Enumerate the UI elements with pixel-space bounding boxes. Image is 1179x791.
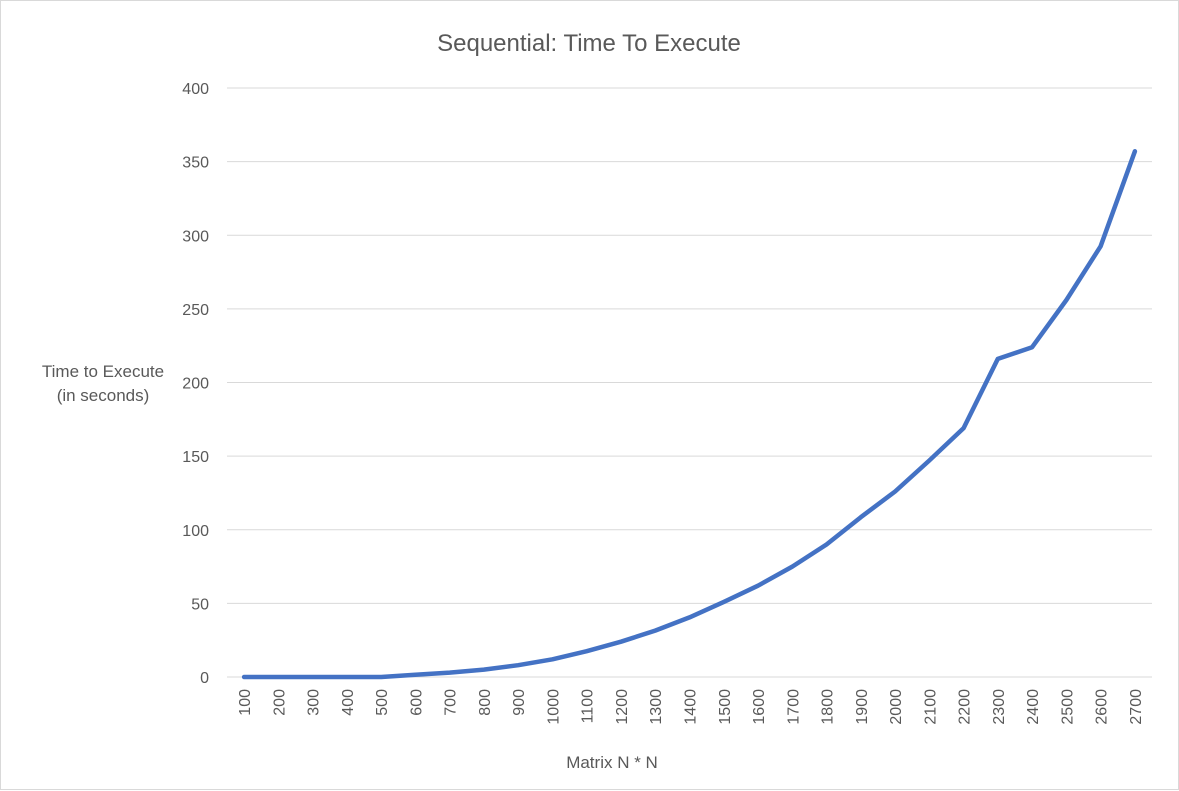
x-tick-label: 1200 [614,689,631,725]
x-tick-label: 500 [374,689,391,716]
x-axis-ticks: 100 200 300 400 500 600 700 800 900 1000 1100 1200 1… [237,689,1145,725]
x-tick-label: 1300 [648,689,665,725]
x-tick-label: 2000 [888,689,905,725]
x-tick-label: 100 [237,689,254,716]
y-tick-label: 200 [182,376,209,393]
series-line-0 [244,151,1135,677]
y-tick-label: 350 [182,155,209,172]
x-tick-label: 300 [306,689,323,716]
x-tick-label: 1900 [854,689,871,725]
gridlines [227,88,1152,677]
x-tick-label: 2600 [1094,689,1111,725]
y-tick-label: 100 [182,523,209,540]
x-tick-label: 200 [271,689,288,716]
chart-title: Sequential: Time To Execute [437,30,741,57]
x-tick-label: 1500 [717,689,734,725]
y-axis-label-line-2: (in seconds) [57,386,150,405]
x-tick-label: 1100 [580,689,597,724]
x-tick-label: 600 [408,689,425,716]
y-tick-label: 250 [182,302,209,319]
x-tick-label: 2400 [1025,689,1042,725]
x-tick-label: 2500 [1059,689,1076,725]
x-tick-label: 2700 [1128,689,1145,725]
y-axis-label-line-1: Time to Execute [42,362,164,381]
x-tick-label: 2300 [991,689,1008,725]
y-axis-ticks: 0 50 100 150 200 250 300 350 400 [182,81,209,687]
x-tick-label: 700 [443,689,460,716]
x-tick-label: 2100 [922,689,939,725]
y-tick-label: 400 [182,81,209,98]
y-tick-label: 50 [191,596,209,613]
x-tick-label: 900 [511,689,528,716]
y-tick-label: 0 [200,670,209,687]
series-layer [244,151,1135,677]
x-tick-label: 1000 [545,689,562,725]
y-tick-label: 150 [182,449,209,466]
y-tick-label: 300 [182,228,209,245]
x-tick-label: 400 [340,689,357,716]
x-tick-label: 1400 [683,689,700,725]
x-tick-label: 1800 [820,689,837,725]
x-tick-label: 800 [477,689,494,716]
x-tick-label: 1700 [785,689,802,725]
x-tick-label: 2200 [957,689,974,725]
x-axis-label: Matrix N * N [566,753,658,772]
x-tick-label: 1600 [751,689,768,725]
